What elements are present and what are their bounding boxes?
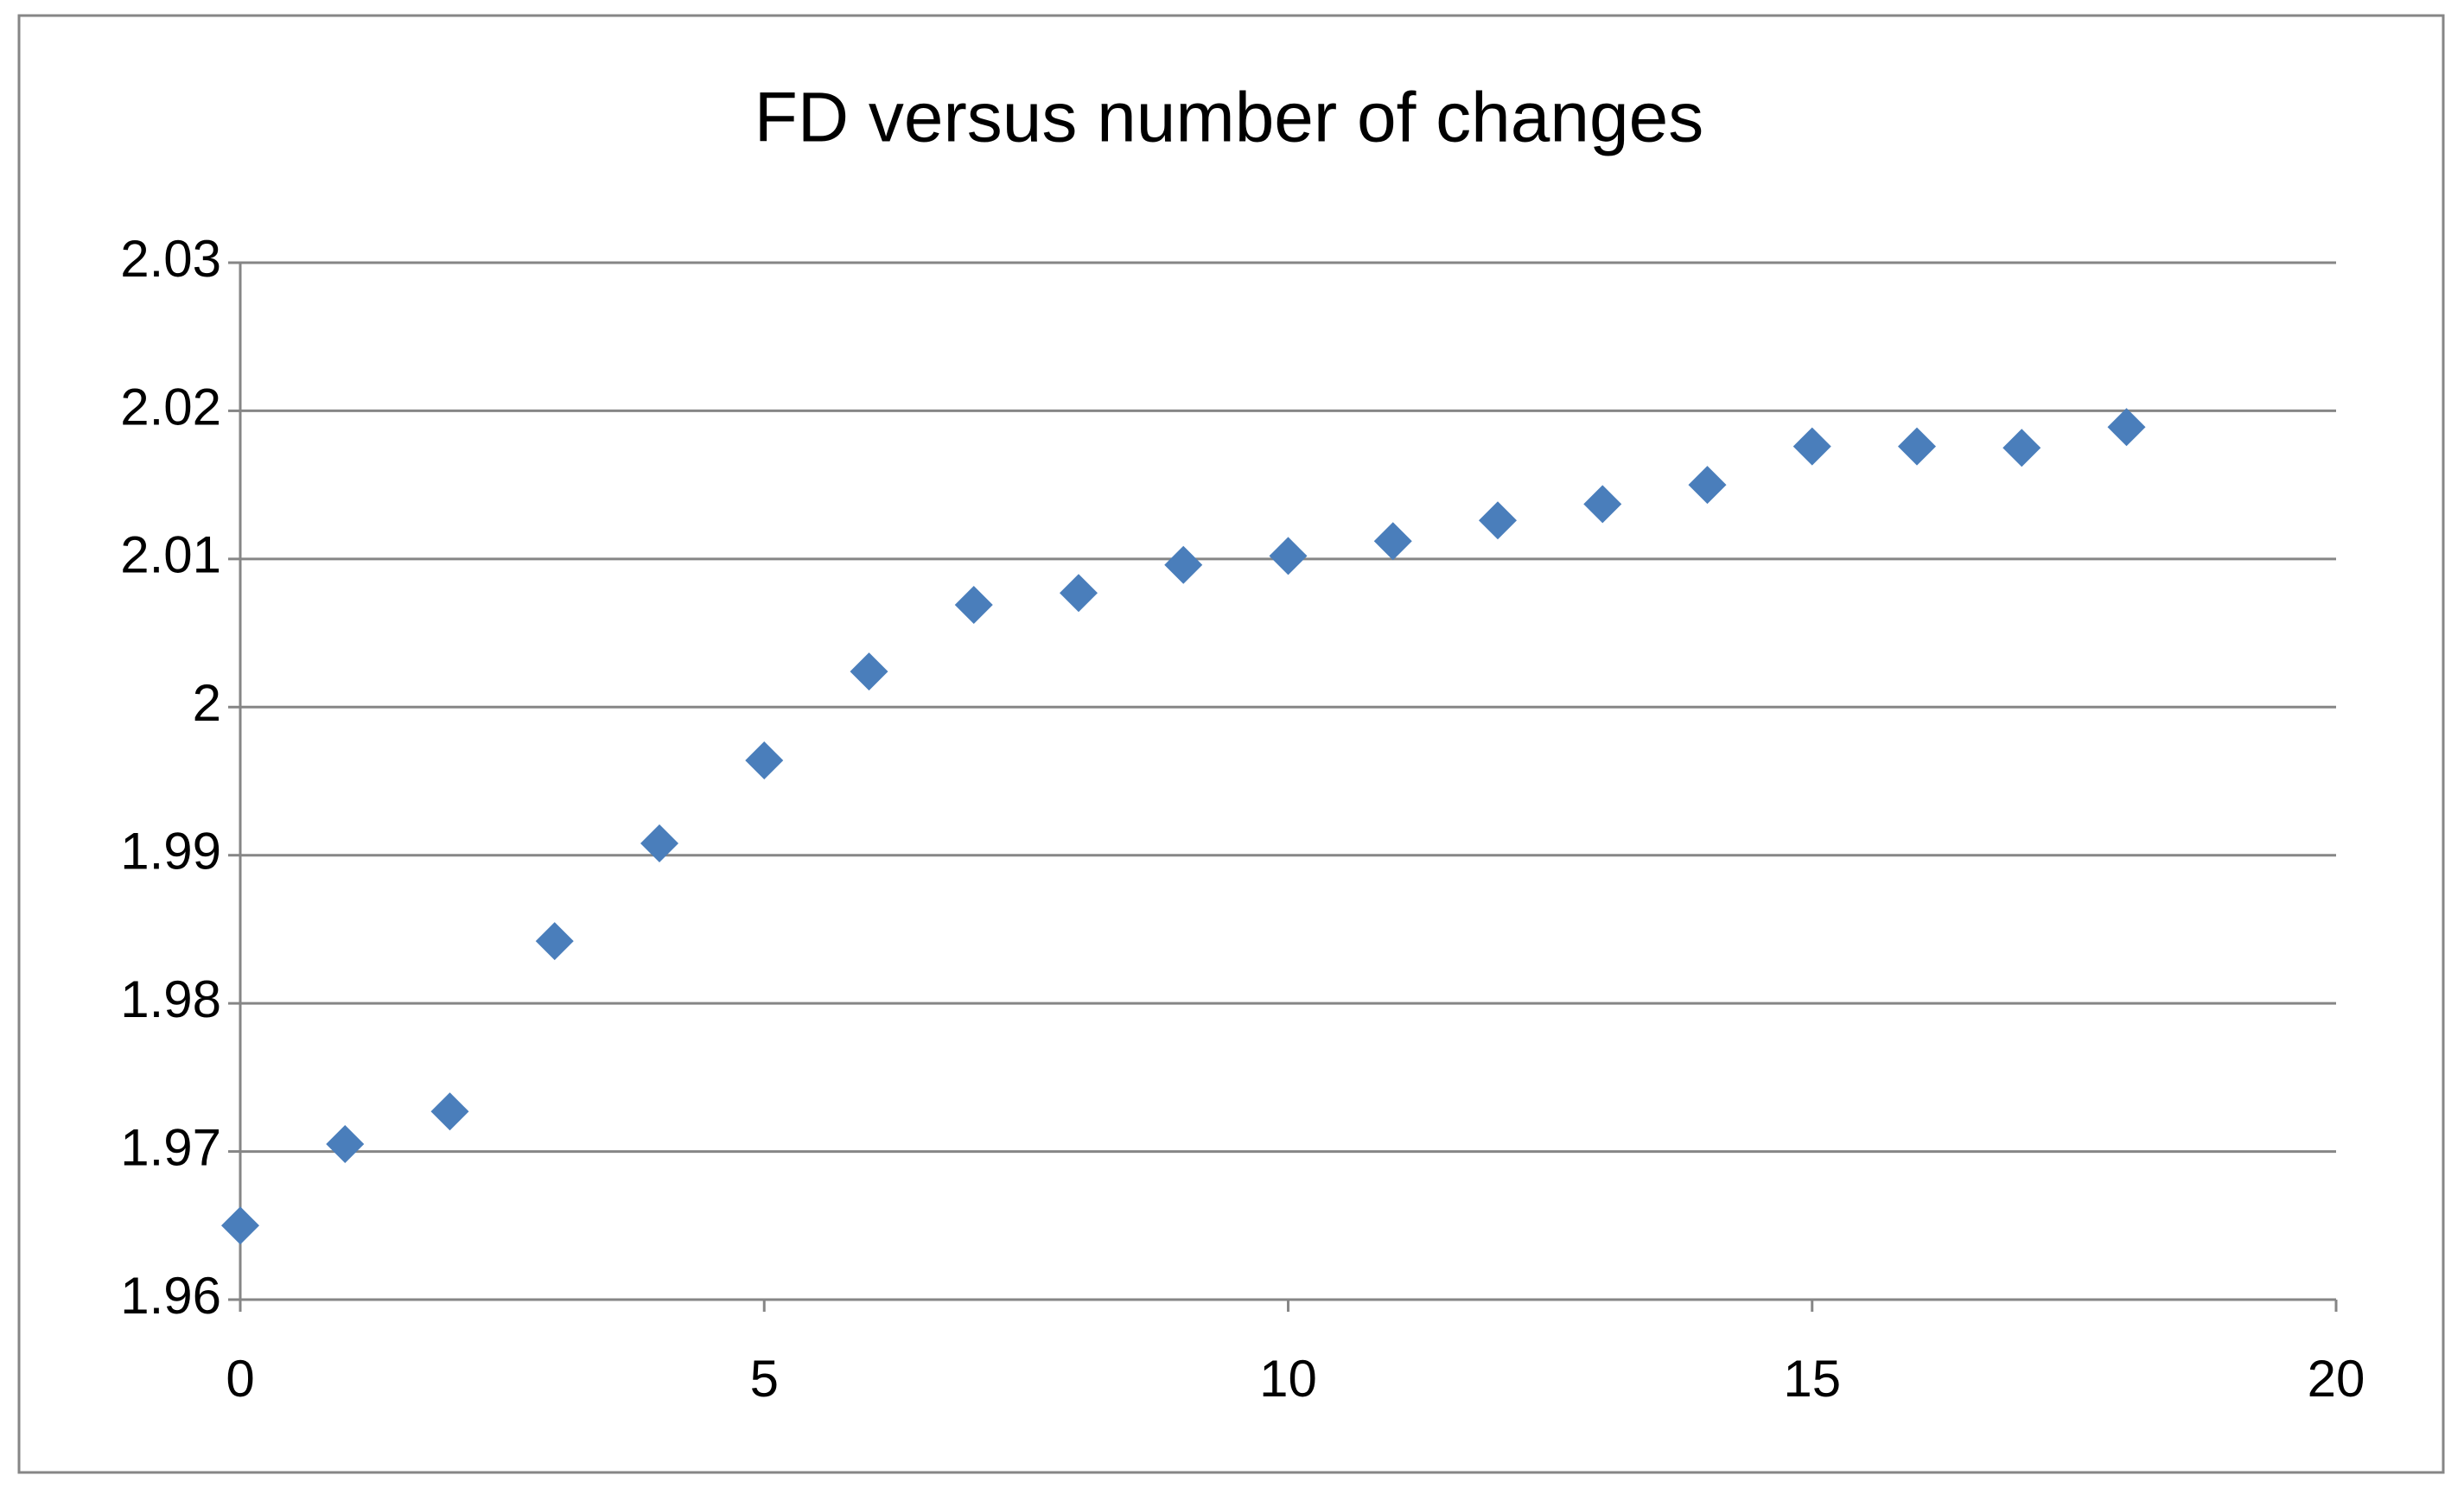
x-tick-label: 10 <box>1259 1350 1317 1408</box>
x-tick-label: 15 <box>1783 1350 1841 1408</box>
point <box>535 922 574 961</box>
chart-border <box>17 14 2445 1474</box>
point <box>1060 574 1098 613</box>
point <box>2002 429 2041 467</box>
point <box>1269 537 1308 575</box>
x-tick-label: 5 <box>750 1350 779 1408</box>
y-tick-label: 2.01 <box>120 526 221 584</box>
y-tick-label: 2.02 <box>120 378 221 436</box>
point <box>640 824 678 862</box>
point <box>1164 545 1203 584</box>
point <box>1792 427 1831 466</box>
point <box>1479 501 1517 540</box>
point <box>2107 408 2146 447</box>
x-tick-label: 20 <box>2308 1350 2365 1408</box>
point <box>326 1125 365 1163</box>
y-tick-label: 1.96 <box>120 1267 221 1325</box>
y-tick-label: 2.03 <box>120 230 221 288</box>
y-tick-label: 1.98 <box>120 970 221 1028</box>
point <box>954 586 993 624</box>
y-tick-label: 1.97 <box>120 1118 221 1176</box>
point <box>1898 427 1936 466</box>
chart-title: FD versus number of changes <box>754 79 1703 157</box>
point <box>1373 522 1412 561</box>
point <box>1583 485 1622 524</box>
x-tick-label: 0 <box>226 1350 254 1408</box>
point <box>850 652 888 691</box>
point <box>745 741 784 779</box>
point <box>1688 466 1727 505</box>
point <box>221 1206 259 1245</box>
y-tick-label: 1.99 <box>120 823 221 881</box>
y-tick-label: 2 <box>193 674 221 732</box>
point <box>430 1092 469 1131</box>
